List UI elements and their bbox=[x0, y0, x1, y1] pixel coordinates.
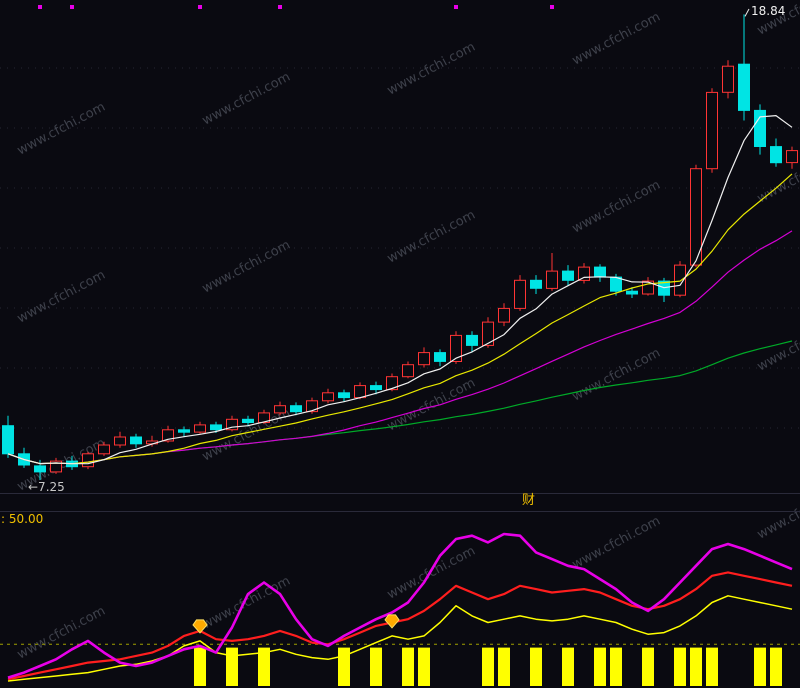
ma10-line bbox=[7, 173, 793, 465]
candle-body bbox=[370, 385, 382, 391]
candle-body bbox=[642, 280, 654, 295]
watermark: www.cfchi.com bbox=[755, 484, 800, 543]
candle-body bbox=[482, 321, 494, 346]
top-signal-dot bbox=[198, 5, 202, 9]
candle-body bbox=[82, 453, 94, 468]
watermark: www.cfchi.com bbox=[385, 40, 478, 99]
top-signal-dot bbox=[38, 5, 42, 9]
low-price-label: ←7.25 bbox=[28, 480, 65, 494]
candle-body bbox=[338, 392, 350, 399]
watermark: www.cfchi.com bbox=[570, 10, 663, 69]
candle-body bbox=[322, 392, 334, 402]
candle-body bbox=[754, 109, 766, 147]
signal-bar bbox=[754, 647, 766, 686]
signal-bar bbox=[194, 647, 206, 686]
signal-bar bbox=[418, 647, 430, 686]
candle-body bbox=[466, 334, 478, 346]
candle-body bbox=[706, 91, 718, 170]
candle-body bbox=[34, 465, 46, 473]
watermark: www.cfchi.com bbox=[200, 238, 293, 297]
candle-body bbox=[594, 266, 606, 278]
candle-body bbox=[498, 307, 510, 323]
top-signal-dot bbox=[278, 5, 282, 9]
candle-body bbox=[418, 352, 430, 366]
signal-bar bbox=[562, 647, 574, 686]
high-price-label: 18.84 bbox=[751, 4, 786, 18]
candle-body bbox=[562, 270, 574, 281]
candle-body bbox=[786, 150, 798, 164]
signal-bar bbox=[642, 647, 654, 686]
diamond-marker-icon bbox=[192, 619, 208, 634]
candle-body bbox=[114, 436, 126, 446]
candle-body bbox=[242, 418, 254, 423]
signal-bar bbox=[610, 647, 622, 686]
divider-label: 财 bbox=[522, 493, 536, 508]
candle-body bbox=[626, 290, 638, 295]
candle-body bbox=[434, 352, 446, 362]
watermark: www.cfchi.com bbox=[570, 346, 663, 405]
signal-bar bbox=[530, 647, 542, 686]
signal-bar bbox=[690, 647, 702, 686]
candle-body bbox=[130, 436, 142, 445]
signal-bar bbox=[674, 647, 686, 686]
ma5-line bbox=[7, 114, 793, 465]
candle-body bbox=[738, 63, 750, 111]
candle-body bbox=[610, 276, 622, 292]
top-signal-dot bbox=[454, 5, 458, 9]
candle-body bbox=[722, 65, 734, 93]
indicator-line-mid-red bbox=[7, 571, 793, 681]
candle-body bbox=[386, 376, 398, 391]
candle-body bbox=[354, 385, 366, 399]
watermark: www.cfchi.com bbox=[570, 178, 663, 237]
candle-body bbox=[514, 279, 526, 309]
watermark: www.cfchi.com bbox=[15, 100, 108, 159]
candle-body bbox=[2, 425, 14, 455]
candle-body bbox=[770, 146, 782, 164]
watermark: www.cfchi.com bbox=[15, 604, 108, 663]
indicator-line-slow-yellow bbox=[7, 595, 793, 682]
candle-body bbox=[226, 418, 238, 431]
candle-body bbox=[194, 424, 206, 433]
diamond-marker-icon bbox=[384, 614, 400, 629]
signal-bar bbox=[226, 647, 238, 686]
candle-body bbox=[306, 400, 318, 413]
signal-bar bbox=[482, 647, 494, 686]
top-signal-dot bbox=[550, 5, 554, 9]
top-signal-dot bbox=[70, 5, 74, 9]
high-pointer-line bbox=[744, 8, 750, 17]
candle-body bbox=[578, 266, 590, 281]
signal-bar bbox=[706, 647, 718, 686]
candle-body bbox=[674, 264, 686, 296]
candle-body bbox=[690, 168, 702, 266]
candle-body bbox=[274, 405, 286, 414]
watermark: www.cfchi.com bbox=[385, 208, 478, 267]
watermark: www.cfchi.com bbox=[200, 406, 293, 465]
candle-body bbox=[50, 460, 62, 473]
candle-body bbox=[290, 405, 302, 413]
candle-body bbox=[546, 270, 558, 289]
indicator-value-label: : 50.00 bbox=[1, 512, 44, 526]
watermark: www.cfchi.com bbox=[200, 70, 293, 129]
signal-bar bbox=[402, 647, 414, 686]
signal-bar bbox=[498, 647, 510, 686]
watermark: www.cfchi.com bbox=[385, 544, 478, 603]
candle-body bbox=[530, 279, 542, 289]
watermark: www.cfchi.com bbox=[200, 574, 293, 633]
watermark: www.cfchi.com bbox=[15, 268, 108, 327]
candle-body bbox=[98, 444, 110, 455]
candle-body bbox=[210, 424, 222, 431]
candle-body bbox=[450, 334, 462, 362]
candle-body bbox=[162, 429, 174, 442]
signal-bar bbox=[770, 647, 782, 686]
signal-bar bbox=[370, 647, 382, 686]
candle-body bbox=[178, 429, 190, 433]
signal-bar bbox=[594, 647, 606, 686]
watermark: www.cfchi.com bbox=[570, 514, 663, 573]
signal-bar bbox=[258, 647, 270, 686]
candle-body bbox=[402, 364, 414, 378]
indicator-line-fast-magenta bbox=[7, 532, 793, 679]
